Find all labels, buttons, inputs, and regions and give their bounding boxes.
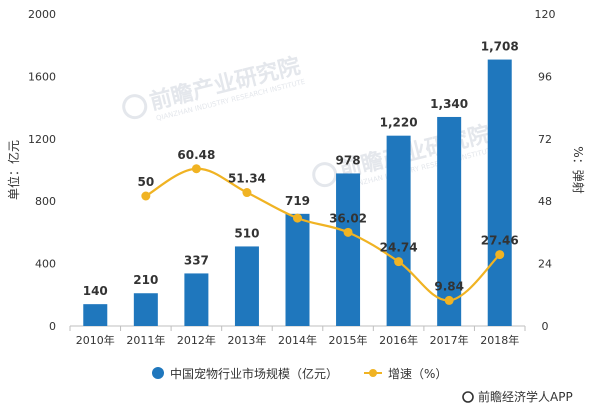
y2-tick-label: 0	[542, 320, 549, 333]
y-tick-label: 400	[35, 258, 56, 271]
x-tick-label: 2013年	[227, 333, 266, 347]
source-logo-icon	[462, 391, 474, 403]
bar	[83, 304, 108, 326]
x-tick-label: 2015年	[329, 333, 368, 347]
y-tick-label: 1200	[28, 133, 56, 146]
legend-bar-label: 中国宠物行业市场规模（亿元）	[170, 366, 338, 381]
x-tick-label: 2017年	[430, 333, 469, 347]
y2-tick-label: 96	[538, 70, 552, 83]
y2-tick-label: 48	[538, 195, 552, 208]
line-point	[394, 257, 404, 267]
line-value-label: 24.74	[380, 241, 418, 255]
x-tick-label: 2010年	[76, 333, 115, 347]
bar-value-label: 210	[133, 273, 158, 287]
x-tick-label: 2014年	[278, 333, 317, 347]
y2-tick-label: 24	[538, 258, 552, 271]
y-tick-label: 1600	[28, 70, 56, 83]
bar-value-label: 1,708	[481, 40, 519, 54]
watermark-1: 前瞻产业研究院 QIANZHAN INDUSTRY RESEARCH INSTI…	[122, 53, 306, 123]
bar	[184, 273, 209, 326]
line-point	[495, 250, 505, 260]
line-value-label: 36.02	[329, 211, 367, 225]
y2-tick-label: 120	[535, 8, 556, 21]
line-value-label: 60.48	[177, 148, 215, 162]
legend-bar-marker	[152, 367, 164, 379]
line-point	[293, 213, 302, 223]
line-point	[444, 295, 454, 305]
source: 前瞻经济学人APP	[462, 389, 573, 404]
bar-value-label: 510	[234, 226, 259, 240]
bar	[234, 246, 259, 326]
y2-tick-label: 72	[538, 133, 552, 146]
legend-line-label: 增速（%）	[388, 367, 447, 381]
x-tick-label: 2016年	[379, 333, 418, 347]
bar	[437, 116, 462, 327]
x-tick-label: 2012年	[177, 333, 216, 347]
line-point	[343, 227, 353, 237]
legend-line-marker	[369, 369, 377, 377]
x-tick-label: 2011年	[126, 333, 165, 347]
bar-value-label: 719	[285, 194, 310, 208]
source-text: 前瞻经济学人APP	[478, 389, 573, 404]
bar-series: 140 210 337 510 719 978 1,220 1,340 1,708	[83, 40, 519, 327]
bar-value-label: 1,340	[430, 97, 468, 111]
y-tick-label: 800	[35, 195, 56, 208]
line-value-label: 27.46	[481, 234, 519, 248]
bar	[133, 293, 158, 326]
bar-value-label: 978	[336, 153, 361, 167]
line-value-label: 50	[137, 175, 154, 189]
x-tick-label: 2018年	[480, 333, 519, 347]
y-axis-title: 单位：亿元	[6, 140, 21, 200]
line-point	[242, 188, 252, 198]
line-point	[141, 191, 151, 201]
bar-value-label: 337	[184, 253, 209, 267]
y-tick-label: 0	[49, 320, 56, 333]
line-point	[191, 164, 201, 174]
legend: 中国宠物行业市场规模（亿元） 增速（%）	[152, 366, 447, 381]
line-value-label: 9.84	[434, 279, 464, 293]
bar-value-label: 140	[83, 284, 108, 298]
bar-value-label: 1,220	[380, 116, 418, 130]
line-value-label: 51.34	[228, 172, 266, 186]
bar	[336, 173, 361, 326]
line-series: 50 60.48 51.34 36.02 24.74 9.84 27.46	[137, 148, 519, 305]
y-tick-label: 2000	[28, 8, 56, 21]
y2-axis-title: %：弹射	[571, 146, 586, 193]
bar	[487, 59, 512, 326]
bar	[386, 135, 411, 326]
bar	[285, 213, 310, 326]
